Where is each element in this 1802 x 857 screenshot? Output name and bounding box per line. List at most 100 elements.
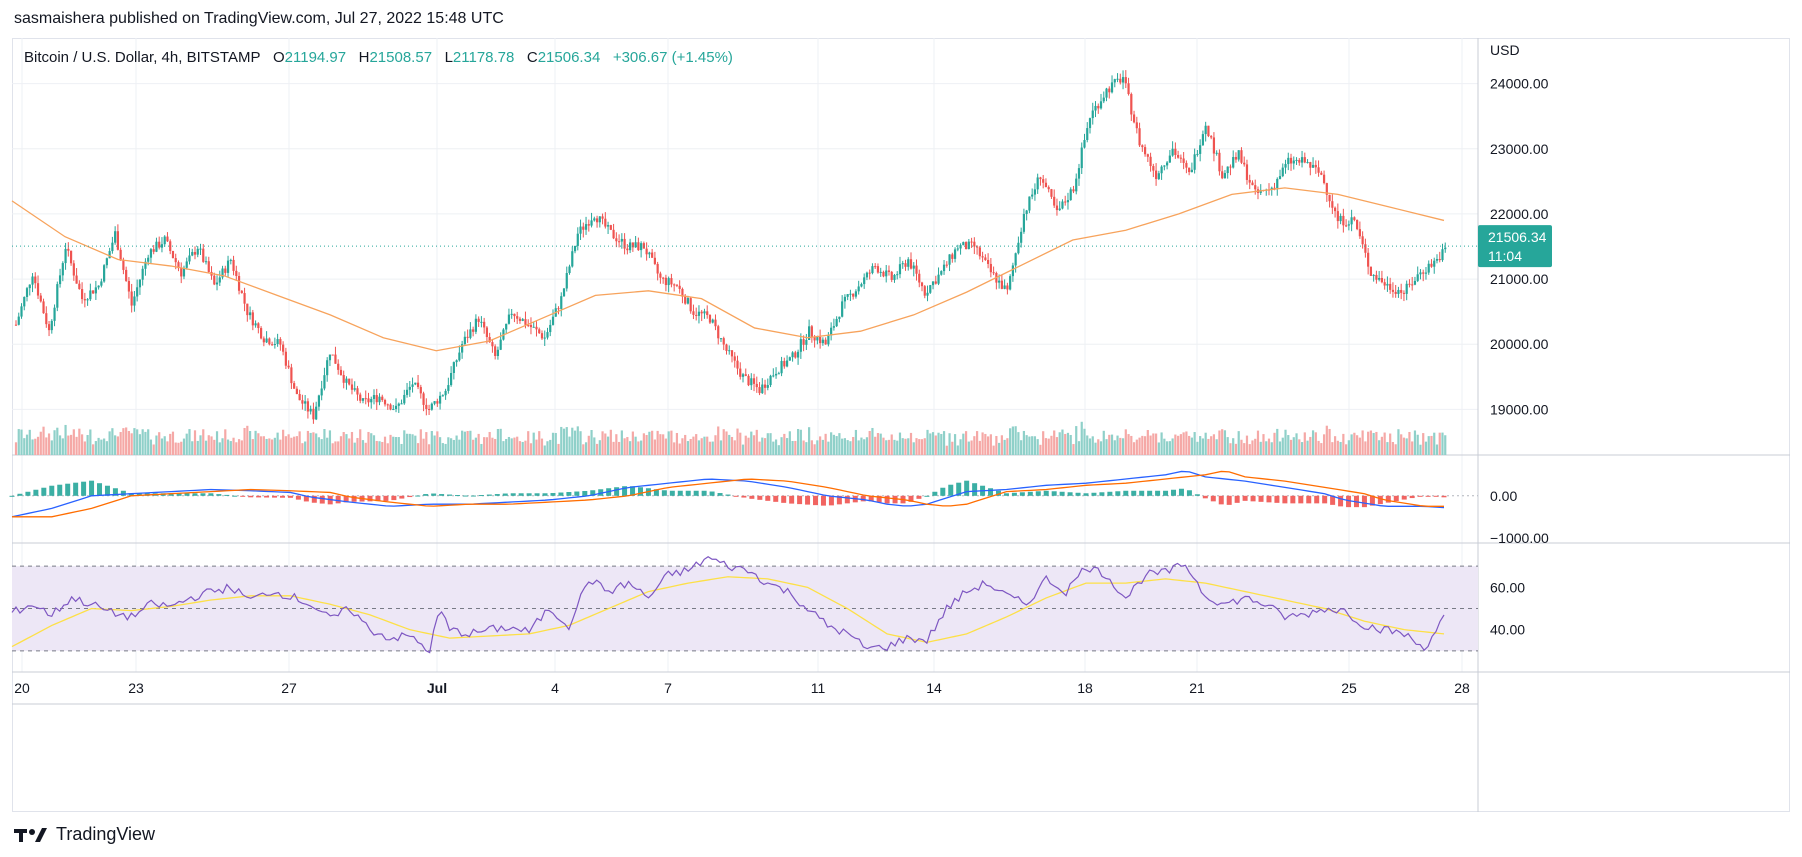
candle-body [436, 401, 439, 404]
candle-body [1278, 176, 1282, 179]
candle-body [835, 318, 838, 327]
volume-bar [849, 441, 852, 455]
macd-histogram-bar [295, 495, 301, 500]
candle-body [169, 241, 172, 252]
candle-body [353, 388, 356, 390]
candle-body [1375, 274, 1378, 280]
candle-body [1188, 167, 1191, 173]
candle-body [1422, 272, 1425, 274]
volume-bar [1397, 429, 1400, 455]
volume-bar [155, 435, 158, 455]
candle-body [978, 247, 981, 257]
volume-bar [375, 440, 378, 455]
candle-body [852, 293, 855, 297]
candle-body [64, 248, 67, 264]
volume-bar [741, 444, 745, 455]
volume-bar [315, 433, 318, 455]
macd-histogram-bar [439, 494, 445, 496]
volume-bar [279, 439, 282, 455]
volume-bar [568, 436, 571, 455]
candle-body [736, 360, 739, 369]
volume-bar [984, 433, 987, 455]
candle-body [730, 350, 734, 357]
volume-bar [284, 436, 287, 455]
volume-bar [1152, 433, 1155, 455]
rsi-ma-line [11, 576, 1445, 648]
volume-bar [1006, 438, 1009, 455]
volume-bar [1174, 434, 1177, 455]
macd-histogram-bar [1234, 495, 1240, 503]
volume-bar [232, 437, 235, 455]
candle-body [1199, 145, 1202, 154]
volume-bar [422, 438, 425, 455]
candle-body [593, 218, 596, 221]
candle-body [1353, 217, 1356, 220]
macd-histogram-bar [773, 495, 779, 502]
candle-body [780, 360, 783, 374]
candle-body [1009, 276, 1012, 290]
volume-bar [111, 428, 114, 455]
volume-bar [42, 426, 45, 455]
candle-body [23, 296, 26, 307]
candle-body [367, 398, 370, 403]
volume-bar [904, 438, 907, 455]
volume-bar [1237, 431, 1240, 455]
candle-body [100, 281, 103, 286]
volume-bar [246, 425, 249, 455]
volume-bar [615, 434, 618, 455]
macd-histogram-bar [17, 493, 23, 496]
volume-bar [92, 444, 95, 455]
symbol-name: Bitcoin / U.S. Dollar, 4h, BITSTAMP [24, 49, 261, 66]
volume-bar [629, 441, 632, 455]
candle-body [144, 261, 147, 269]
volume-bar [295, 436, 298, 455]
candle-body [692, 311, 695, 315]
macd-histogram-bar [1322, 495, 1328, 504]
candle-body [882, 271, 885, 277]
candle-body [1311, 164, 1315, 168]
volume-bar [72, 429, 75, 455]
rsi-line [11, 556, 1445, 654]
macd-histogram-bar [176, 493, 182, 496]
volume-bar [287, 434, 290, 455]
volume-bar [248, 431, 252, 455]
macd-histogram-bar [65, 483, 71, 496]
candle-body [397, 403, 400, 406]
candle-body [61, 263, 64, 276]
candle-body [1223, 173, 1227, 179]
candle-body [560, 296, 563, 309]
tradingview-brand[interactable]: TradingView [14, 824, 155, 845]
volume-bar [750, 431, 753, 455]
volume-bar [364, 442, 367, 455]
candle-body [1367, 252, 1370, 267]
candle-body [617, 241, 621, 243]
candle-body [1196, 153, 1199, 155]
macd-histogram-bar [948, 484, 954, 496]
volume-bar [612, 441, 615, 455]
volume-bar [1427, 436, 1430, 455]
candle-body [293, 383, 296, 389]
macd-histogram-bar [797, 495, 803, 505]
candle-body [31, 276, 34, 285]
volume-bar [714, 435, 717, 455]
volume-bar [215, 431, 219, 455]
candle-body [747, 375, 750, 386]
volume-bar [20, 429, 23, 455]
candle-body [1177, 154, 1180, 158]
macd-histogram-bar [49, 485, 55, 496]
candle-body [122, 260, 125, 270]
volume-bar [1000, 435, 1003, 455]
volume-bar [1014, 426, 1017, 455]
macd-histogram-bar [431, 493, 437, 496]
volume-bar [293, 436, 296, 455]
volume-bar [1124, 429, 1127, 455]
volume-bar [813, 444, 816, 455]
volume-bar [1053, 430, 1056, 455]
macd-histogram-bar [749, 495, 755, 499]
macd-histogram-bar [860, 495, 866, 502]
candle-body [959, 245, 962, 249]
volume-bar [1036, 439, 1039, 455]
candle-body [819, 336, 822, 344]
macd-histogram-bar [1314, 495, 1320, 504]
